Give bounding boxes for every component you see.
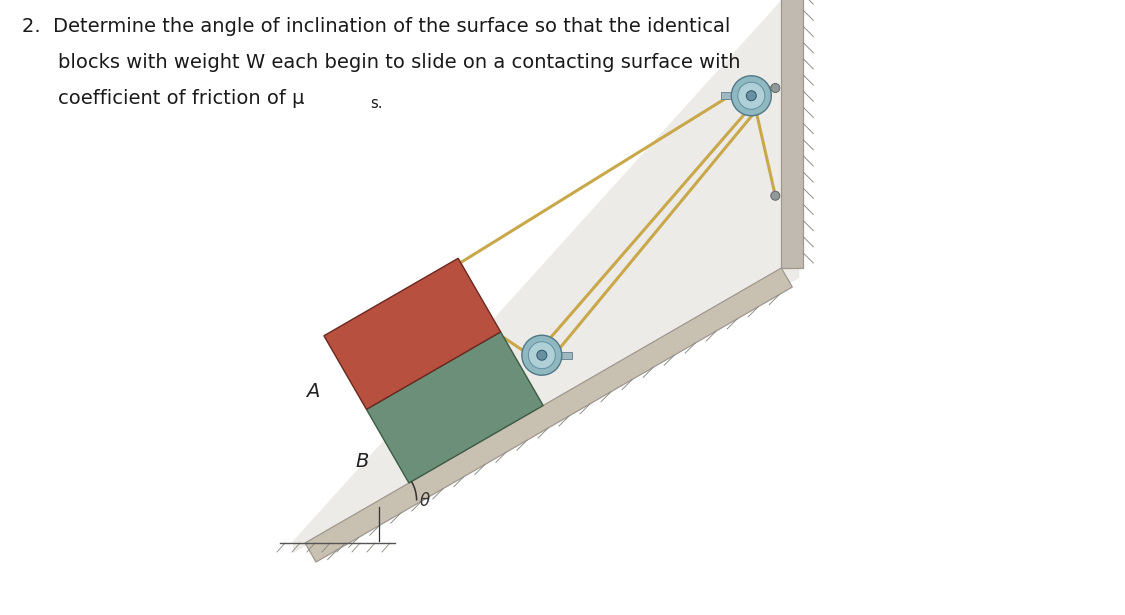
Text: coefficient of friction of μ: coefficient of friction of μ bbox=[58, 89, 305, 108]
Circle shape bbox=[731, 76, 772, 116]
Polygon shape bbox=[292, 0, 801, 553]
Circle shape bbox=[738, 82, 765, 109]
Polygon shape bbox=[324, 258, 501, 410]
Circle shape bbox=[537, 350, 547, 360]
Text: s.: s. bbox=[370, 96, 382, 111]
Text: A: A bbox=[306, 382, 319, 401]
Circle shape bbox=[771, 84, 780, 92]
Circle shape bbox=[529, 342, 556, 369]
Polygon shape bbox=[782, 0, 803, 268]
Text: 2.  Determine the angle of inclination of the surface so that the identical: 2. Determine the angle of inclination of… bbox=[22, 17, 730, 36]
Text: θ: θ bbox=[420, 491, 430, 510]
Circle shape bbox=[771, 191, 780, 200]
Text: B: B bbox=[356, 451, 368, 470]
Polygon shape bbox=[721, 92, 752, 99]
Polygon shape bbox=[542, 352, 572, 359]
Text: blocks with weight W each begin to slide on a contacting surface with: blocks with weight W each begin to slide… bbox=[58, 53, 740, 72]
Circle shape bbox=[746, 91, 756, 101]
Circle shape bbox=[522, 335, 561, 375]
Polygon shape bbox=[367, 332, 543, 483]
Polygon shape bbox=[305, 268, 792, 562]
